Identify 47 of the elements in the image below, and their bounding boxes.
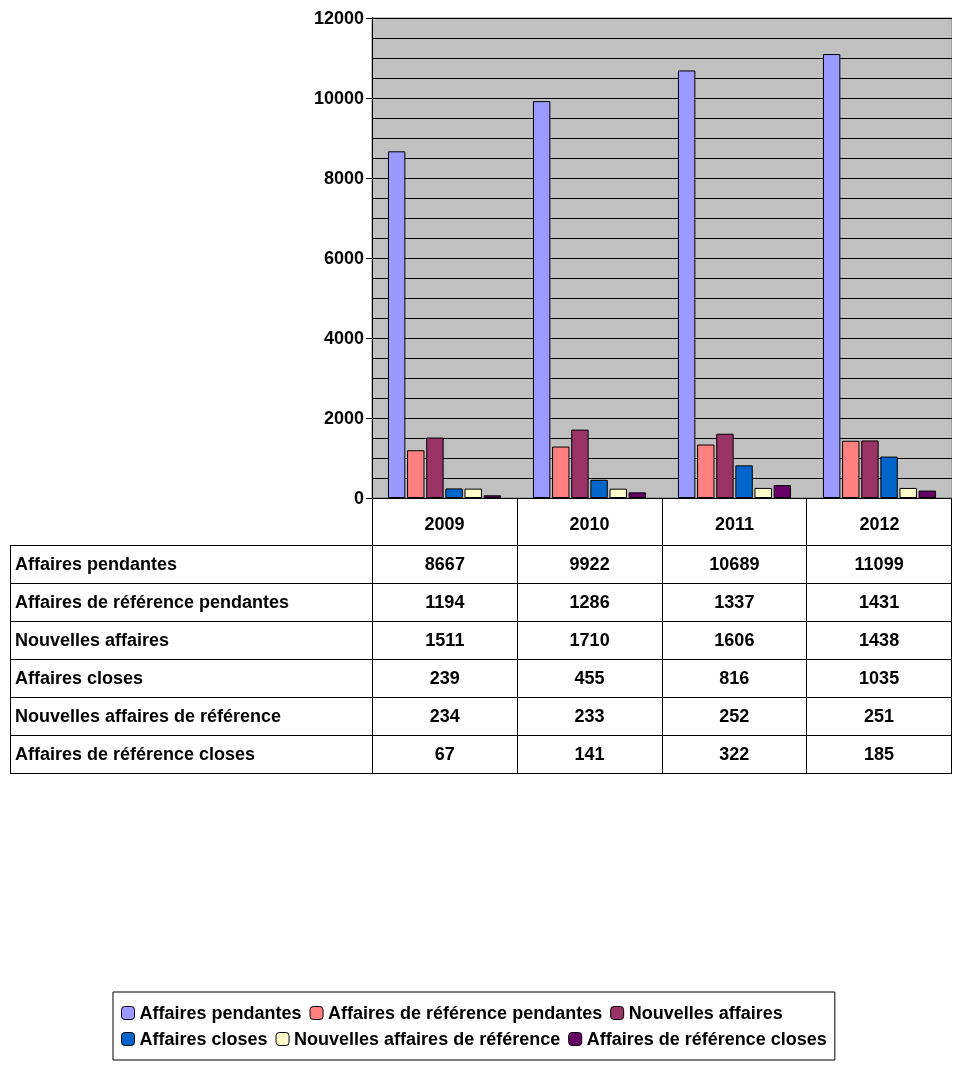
data-label: 11099 (806, 545, 952, 584)
data-label: 234 (372, 697, 518, 736)
legend-label: Affaires closes (139, 1029, 268, 1049)
data-label: 185 (806, 735, 952, 774)
data-label: 8667 (372, 545, 518, 584)
data-label: 455 (517, 659, 662, 698)
y-tick-label: 2000 (323, 408, 364, 428)
data-label: 1511 (372, 621, 518, 660)
text: Affaires closes (15, 668, 144, 688)
data-label: 1035 (806, 659, 952, 698)
data-label: 816 (662, 659, 807, 698)
text: Affaires de référence pendantes (15, 592, 290, 612)
data-label: 1286 (517, 583, 662, 622)
x-tick-label: 2011 (714, 514, 755, 534)
text: Affaires de référence closes (15, 744, 256, 764)
data-label: 1337 (662, 583, 807, 622)
text: Nouvelles affaires (15, 630, 170, 650)
y-tick-label: 10000 (313, 88, 364, 108)
legend-label: Affaires de référence pendantes (328, 1003, 603, 1023)
data-label: 1710 (517, 621, 662, 660)
text: Affaires pendantes (15, 554, 178, 574)
x-tick-label: 2010 (569, 514, 610, 534)
legend-label: Affaires pendantes (139, 1003, 302, 1023)
data-label: 322 (662, 735, 807, 774)
y-tick-label: 6000 (323, 248, 364, 268)
data-label: 252 (662, 697, 807, 736)
data-label: 10689 (662, 545, 807, 584)
data-label: 251 (806, 697, 952, 736)
data-label: 1438 (806, 621, 952, 660)
y-tick-label: 8000 (323, 168, 364, 188)
legend-label: Nouvelles affaires de référence (294, 1029, 561, 1049)
y-tick-label: 4000 (323, 328, 364, 348)
y-tick-label: 12000 (313, 8, 364, 28)
data-label: 1606 (662, 621, 807, 660)
data-label: 67 (372, 735, 518, 774)
text: Nouvelles affaires de référence (15, 706, 282, 726)
data-label: 9922 (517, 545, 662, 584)
data-label: 141 (517, 735, 662, 774)
legend-label: Affaires de référence closes (586, 1029, 827, 1049)
legend-label: Nouvelles affaires (628, 1003, 783, 1023)
data-label: 239 (372, 659, 518, 698)
data-label: 233 (517, 697, 662, 736)
data-label: 1194 (372, 583, 518, 622)
x-tick-label: 2009 (424, 514, 465, 534)
x-tick-label: 2012 (859, 514, 900, 534)
y-tick-label: 0 (353, 488, 364, 508)
data-label: 1431 (806, 583, 952, 622)
